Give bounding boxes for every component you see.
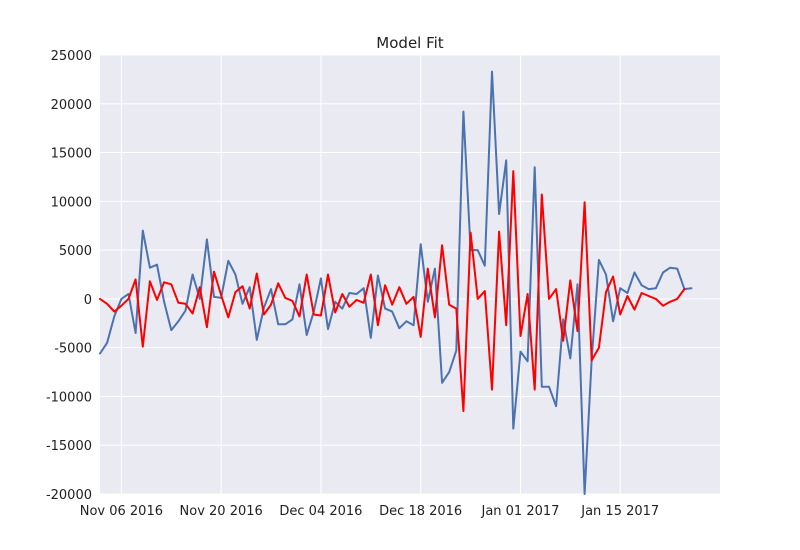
y-tick-label: -10000 [46,390,92,405]
y-tick-label: 0 [84,293,92,308]
x-tick-label: Nov 20 2016 [180,504,263,519]
x-axis-ticks: Nov 06 2016 Nov 20 2016 Dec 04 2016 Dec 18 … [80,504,659,519]
y-tick-label: 15000 [51,147,92,162]
y-tick-label: -5000 [54,342,92,357]
x-tick-label: Dec 18 2016 [379,504,462,519]
chart-title: Model Fit [376,34,444,52]
y-tick-label: 20000 [51,98,92,113]
y-axis-ticks: -20000 -15000 -10000 -5000 0 5000 10000 15000 20… [46,49,92,503]
series-group [99,70,693,495]
y-tick-label: 25000 [51,49,92,64]
series-line-2 [99,170,686,413]
y-tick-label: 10000 [51,195,92,210]
y-tick-label: 5000 [59,244,92,259]
x-tick-label: Jan 01 2017 [480,504,559,519]
y-tick-label: -20000 [46,488,92,503]
y-tick-label: -15000 [46,439,92,454]
grid-lines [100,54,720,495]
x-tick-label: Nov 06 2016 [80,504,163,519]
x-tick-label: Jan 15 2017 [580,504,659,519]
x-tick-label: Dec 04 2016 [279,504,362,519]
